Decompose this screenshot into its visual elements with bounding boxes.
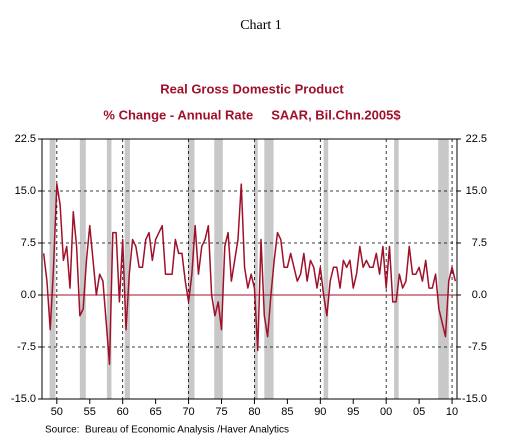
y-tick-label: 0.0 [21, 289, 36, 301]
x-tick-label: 05 [413, 406, 425, 418]
source: Source: Bureau of Economic Analysis /Hav… [45, 425, 289, 436]
recession-band [79, 139, 86, 399]
y-tick-label: -7.5 [17, 341, 36, 353]
y-tick-label: -15.0 [11, 393, 36, 405]
recession-band [49, 139, 56, 399]
recession-band [214, 139, 223, 399]
chart-title: Real Gross Domestic Product [160, 81, 344, 96]
recession-band [254, 139, 258, 399]
recession-band [124, 139, 130, 399]
y2-tick-label: 15.0 [466, 185, 487, 197]
y-tick-label: 22.5 [15, 133, 36, 145]
recession-band [323, 139, 329, 399]
y2-tick-label: 7.5 [472, 237, 487, 249]
y2-tick-label: 0.0 [472, 289, 487, 301]
recession-band [438, 139, 449, 399]
y-tick-label: 7.5 [21, 237, 36, 249]
x-tick-label: 90 [314, 406, 326, 418]
y2-tick-label: -15.0 [462, 393, 487, 405]
recession-band [394, 139, 399, 399]
x-tick-label: 85 [281, 406, 293, 418]
x-tick-label: 70 [182, 406, 194, 418]
y-tick-label: 15.0 [15, 185, 36, 197]
x-tick-label: 65 [150, 406, 162, 418]
x-tick-label: 75 [215, 406, 227, 418]
x-tick-label: 55 [84, 406, 96, 418]
recession-band [264, 139, 274, 399]
y2-tick-label: -7.5 [468, 341, 487, 353]
x-tick-label: 80 [248, 406, 260, 418]
x-tick-label: 00 [380, 406, 392, 418]
recession-band [187, 139, 195, 399]
x-tick-label: 60 [117, 406, 129, 418]
x-tick-label: 95 [347, 406, 359, 418]
x-tick-label: 10 [446, 406, 458, 418]
chart-header: Chart 1 [240, 18, 282, 33]
plot-frame [41, 138, 458, 400]
chart-subtitle: % Change - Annual Rate SAAR, Bil.Chn.200… [103, 107, 401, 122]
x-tick-label: 50 [51, 406, 63, 418]
recession-band [106, 139, 112, 399]
y2-tick-label: 22.5 [466, 133, 487, 145]
data-line [42, 183, 457, 366]
